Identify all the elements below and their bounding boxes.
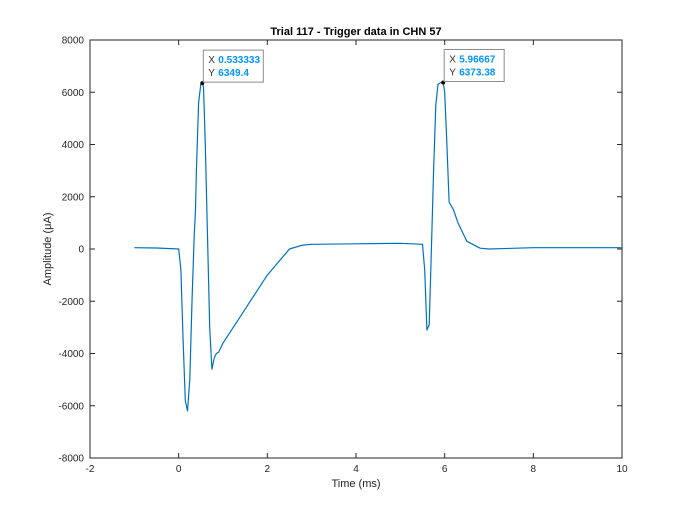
x-tick-label: 8: [531, 464, 537, 475]
y-tick-label: -8000: [58, 454, 84, 465]
plot-area[interactable]: -2 0 2 4 6 8 10 -8000 -6000 -4000 -2000 0 2000 4000 6…: [58, 36, 628, 476]
series-layer: [134, 81, 622, 412]
x-tick-label: 6: [442, 464, 448, 475]
y-tick-label: 0: [78, 245, 84, 256]
x-axis-label: Time (ms): [331, 478, 380, 490]
datatip-x-key: X: [208, 55, 215, 66]
y-tick-label: -4000: [58, 349, 84, 360]
datatip-x-value: 0.533333: [218, 55, 260, 66]
y-tick-label: 4000: [62, 140, 85, 151]
datatip-y-value: 6373.38: [459, 67, 496, 78]
chart-title: Trial 117 - Trigger data in CHN 57: [270, 26, 441, 38]
y-axis-label: Amplitude (μA): [42, 213, 54, 286]
datatip-x-key: X: [449, 54, 456, 65]
x-tick-label: 10: [616, 464, 628, 475]
datatip-y-value: 6349.4: [218, 68, 249, 79]
x-tick-label: 2: [265, 464, 271, 475]
y-axis: -8000 -6000 -4000 -2000 0 2000 4000 6000 8000: [58, 36, 622, 465]
series-line-0: [134, 81, 622, 412]
datatip-box: [443, 48, 505, 82]
datatip-y-key: Y: [208, 68, 215, 79]
y-tick-label: -6000: [58, 401, 84, 412]
x-tick-label: 4: [353, 464, 359, 475]
x-tick-label: 0: [176, 464, 182, 475]
y-tick-label: 6000: [62, 88, 85, 99]
y-tick-label: -2000: [58, 297, 84, 308]
x-axis: -2 0 2 4 6 8 10: [86, 40, 628, 475]
datatip-y-key: Y: [449, 67, 456, 78]
x-tick-label: -2: [86, 464, 95, 475]
y-tick-label: 8000: [62, 36, 85, 47]
datatip-x-value: 5.96667: [459, 54, 496, 65]
datatip-box: [202, 49, 264, 83]
y-tick-label: 2000: [62, 192, 85, 203]
